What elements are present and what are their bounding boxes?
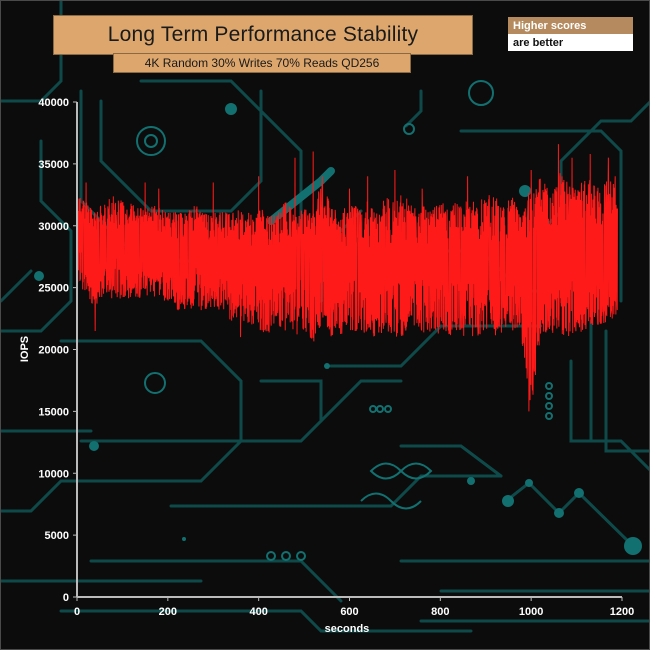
x-tick-label: 800: [431, 606, 449, 618]
y-tick-label: 25000: [38, 283, 69, 295]
x-tick-label: 0: [74, 606, 80, 618]
x-tick-label: 600: [340, 606, 358, 618]
ticks-group: 0500010000150002000025000300003500040000…: [38, 97, 634, 618]
y-tick-label: 35000: [38, 159, 69, 171]
chart-subtitle: 4K Random 30% Writes 70% Reads QD256: [113, 53, 411, 73]
y-tick-label: 15000: [38, 406, 69, 418]
y-tick-label: 5000: [45, 530, 69, 542]
x-tick-label: 1000: [519, 606, 543, 618]
x-tick-label: 1200: [610, 606, 634, 618]
iops-series-line: [76, 144, 618, 412]
x-tick-label: 400: [249, 606, 267, 618]
y-tick-label: 40000: [38, 97, 69, 109]
axes-group: [76, 102, 622, 598]
x-tick-label: 200: [159, 606, 177, 618]
legend-note-line2: are better: [508, 34, 633, 51]
series-group: [76, 144, 618, 412]
y-tick-label: 0: [63, 592, 69, 604]
x-axis-title: seconds: [325, 623, 370, 635]
y-tick-label: 10000: [38, 468, 69, 480]
legend-note-line1: Higher scores: [508, 17, 633, 34]
chart-title: Long Term Performance Stability: [53, 15, 473, 55]
y-tick-label: 30000: [38, 221, 69, 233]
y-axis-title: IOPS: [19, 336, 31, 362]
y-tick-label: 20000: [38, 345, 69, 357]
